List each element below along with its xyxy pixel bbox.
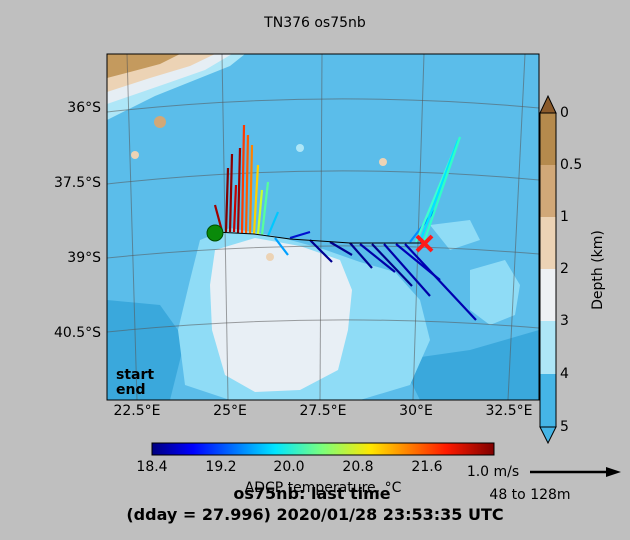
seamount-5 bbox=[266, 253, 274, 261]
legend-start: start bbox=[116, 367, 154, 383]
seamount-3 bbox=[296, 144, 304, 152]
lon-label-30e: 30°E bbox=[399, 403, 433, 419]
seamount-4 bbox=[379, 158, 387, 166]
current-vectors bbox=[213, 124, 477, 321]
depth-band-2-3 bbox=[540, 269, 556, 321]
lat-label-36s: 36°S bbox=[67, 100, 101, 116]
depth-band-0-0-5 bbox=[540, 113, 556, 165]
map-frame bbox=[106, 53, 540, 401]
temp-tick-20-0: 20.0 bbox=[273, 459, 304, 475]
depth-band-0-5-1 bbox=[540, 165, 556, 217]
depth-tick-1: 1 bbox=[560, 209, 569, 225]
map-title: TN376 os75nb bbox=[263, 15, 366, 31]
longitude-labels: 22.5°E 25°E 27.5°E 30°E 32.5°E bbox=[113, 403, 532, 419]
lon-label-22-5e: 22.5°E bbox=[113, 403, 160, 419]
depth-colorbar-label: Depth (km) bbox=[590, 230, 606, 310]
lon-label-27-5e: 27.5°E bbox=[299, 403, 346, 419]
seamount-2 bbox=[131, 151, 139, 159]
depth-tick-0: 0 bbox=[560, 105, 569, 121]
lat-label-39s: 39°S bbox=[67, 250, 101, 266]
depth-colorbar-frame bbox=[539, 112, 557, 428]
seamount-1 bbox=[154, 116, 166, 128]
ship-track bbox=[214, 231, 424, 244]
velocity-scale: 1.0 m/s 48 to 128m bbox=[467, 464, 621, 503]
deepest-basin-south bbox=[107, 300, 539, 400]
graticule bbox=[107, 54, 539, 400]
depth-band-1-2 bbox=[540, 217, 556, 269]
scale-arrow-label: 1.0 m/s bbox=[467, 464, 519, 480]
temperature-colorbar-label: ADCP temperature, °C bbox=[245, 480, 402, 496]
footer-line-1: os75nb: last time bbox=[233, 484, 390, 503]
african-coast-land bbox=[107, 54, 180, 78]
end-marker bbox=[415, 234, 434, 253]
depth-colorbar: 0 0.5 1 2 3 4 5 Depth (km) bbox=[539, 94, 606, 445]
depth-band-3-4 bbox=[540, 321, 556, 374]
agulhas-plateau bbox=[210, 238, 352, 392]
temperature-colorbar: 18.4 19.2 20.0 20.8 21.6 ADCP temperatur… bbox=[136, 442, 495, 496]
latitude-labels: 36°S 37.5°S 39°S 40.5°S bbox=[54, 100, 101, 341]
scale-arrow-head bbox=[606, 467, 621, 477]
depth-tick-0-5: 0.5 bbox=[560, 157, 582, 173]
lon-label-32-5e: 32.5°E bbox=[485, 403, 532, 419]
depth-tick-2: 2 bbox=[560, 261, 569, 277]
start-marker bbox=[206, 224, 224, 242]
lat-label-40-5s: 40.5°S bbox=[54, 325, 101, 341]
depth-colorbar-bottom-extension bbox=[539, 426, 557, 445]
depth-colorbar-top-extension bbox=[539, 94, 557, 114]
mid-depth-rise-east bbox=[430, 220, 520, 325]
temp-tick-21-6: 21.6 bbox=[411, 459, 442, 475]
bathymetry-map: start end bbox=[107, 54, 539, 400]
temp-tick-19-2: 19.2 bbox=[205, 459, 236, 475]
depth-tick-5: 5 bbox=[560, 419, 569, 435]
footer-line-2: (dday = 27.996) 2020/01/28 23:53:35 UTC bbox=[126, 505, 503, 524]
depth-tick-3: 3 bbox=[560, 313, 569, 329]
scale-depth-range: 48 to 128m bbox=[489, 487, 570, 503]
lat-label-37-5s: 37.5°S bbox=[54, 175, 101, 191]
lon-label-25e: 25°E bbox=[213, 403, 247, 419]
depth-band-4-5 bbox=[540, 374, 556, 427]
temp-tick-20-8: 20.8 bbox=[342, 459, 373, 475]
temperature-colorbar-bar bbox=[151, 442, 495, 456]
legend-end: end bbox=[116, 382, 145, 398]
temp-tick-18-4: 18.4 bbox=[136, 459, 167, 475]
depth-tick-4: 4 bbox=[560, 366, 569, 382]
